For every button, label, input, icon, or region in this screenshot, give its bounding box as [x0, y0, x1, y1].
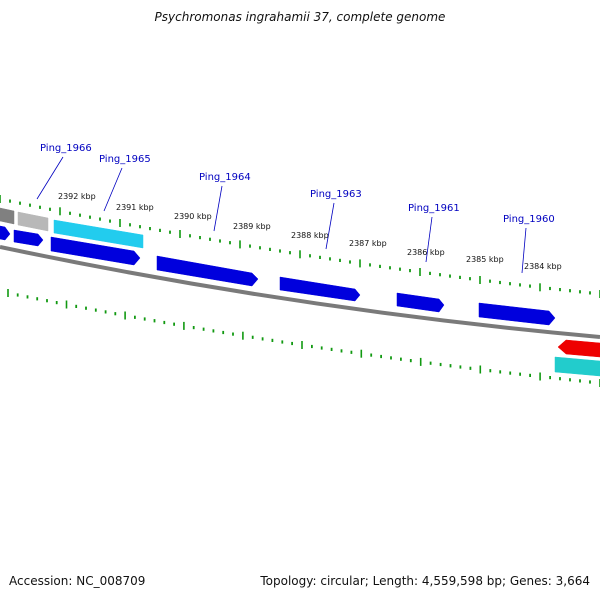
gene-right-cyan[interactable]: [554, 356, 600, 377]
gene-ping-1960[interactable]: [478, 302, 556, 326]
inner-tick-ring: [7, 289, 600, 387]
gene-label-ping-1966[interactable]: Ping_1966: [40, 143, 92, 154]
gene-label-ping-1960[interactable]: Ping_1960: [503, 214, 555, 225]
genome-stats-text: Topology: circular; Length: 4,559,598 bp…: [260, 574, 590, 588]
gene-left-light-gray[interactable]: [17, 211, 49, 232]
outer-tick-ring: [0, 195, 600, 298]
gene-label-ping-1964[interactable]: Ping_1964: [199, 172, 251, 183]
tick-label-2387: 2387 kbp: [349, 239, 387, 248]
gene-ping-1965[interactable]: [53, 219, 144, 249]
gene-left-gray[interactable]: [0, 207, 15, 225]
tick-label-2386: 2386 kbp: [407, 248, 445, 257]
tick-label-2385: 2385 kbp: [466, 255, 504, 264]
gene-label-ping-1965[interactable]: Ping_1965: [99, 154, 151, 165]
accession-text: Accession: NC_008709: [9, 574, 146, 588]
gene-left-edge-blue[interactable]: [0, 225, 11, 241]
gene-ping-1966[interactable]: [13, 229, 44, 247]
gene-label-ping-1961[interactable]: Ping_1961: [408, 203, 460, 214]
gene-label-ping-1963[interactable]: Ping_1963: [310, 189, 362, 200]
gene-ping-1963[interactable]: [279, 276, 361, 302]
tick-label-2390: 2390 kbp: [174, 212, 212, 221]
tick-label-2391: 2391 kbp: [116, 203, 154, 212]
map-title: Psychromonas ingrahamii 37, complete gen…: [154, 10, 446, 24]
tick-label-2392: 2392 kbp: [58, 192, 96, 201]
tick-label-2388: 2388 kbp: [291, 231, 329, 240]
gene-ping-1964[interactable]: [156, 255, 259, 287]
genome-backbone: [0, 245, 600, 339]
label-leaders: [36, 156, 527, 274]
tick-label-2389: 2389 kbp: [233, 222, 271, 231]
gene-ping-1964-a[interactable]: [50, 236, 141, 266]
tick-label-2384: 2384 kbp: [524, 262, 562, 271]
gene-right-red[interactable]: [557, 339, 600, 358]
gene-ping-1961[interactable]: [396, 292, 445, 313]
